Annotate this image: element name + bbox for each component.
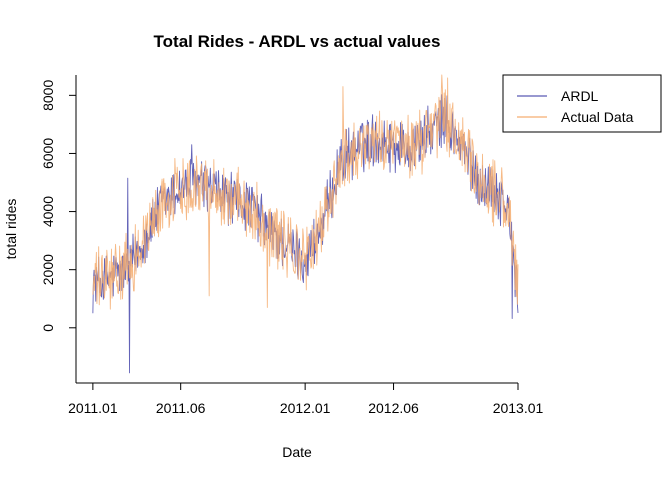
y-tick-label: 0 (40, 324, 56, 332)
legend-box (502, 74, 662, 133)
x-axis-label: Date (282, 444, 312, 460)
legend-label-ardl: ARDL (561, 88, 599, 104)
chart-title: Total Rides - ARDL vs actual values (154, 32, 441, 51)
x-tick-label: 2013.01 (493, 400, 544, 416)
y-axis-label: total rides (3, 199, 19, 260)
axes: 2011.01 2011.06 2012.01 2012.06 2013.01 0 200… (40, 75, 544, 416)
y-tick-label: 8000 (40, 80, 56, 111)
series-line-actual-data (92, 74, 519, 310)
y-ticks: 0 2000 4000 6000 8000 (40, 80, 76, 332)
y-tick-label: 4000 (40, 196, 56, 227)
x-tick-label: 2012.01 (280, 400, 331, 416)
legend: ARDL Actual Data (502, 74, 662, 133)
series-line-ardl (92, 94, 519, 374)
legend-label-actual-data: Actual Data (561, 109, 634, 125)
x-tick-label: 2011.01 (68, 400, 118, 416)
x-ticks: 2011.01 2011.06 2012.01 2012.06 2013.01 (68, 383, 544, 416)
y-tick-label: 6000 (40, 138, 56, 169)
series-layer (92, 74, 519, 374)
y-tick-label: 2000 (40, 254, 56, 285)
x-tick-label: 2012.06 (368, 400, 419, 416)
x-tick-label: 2011.06 (156, 400, 206, 416)
